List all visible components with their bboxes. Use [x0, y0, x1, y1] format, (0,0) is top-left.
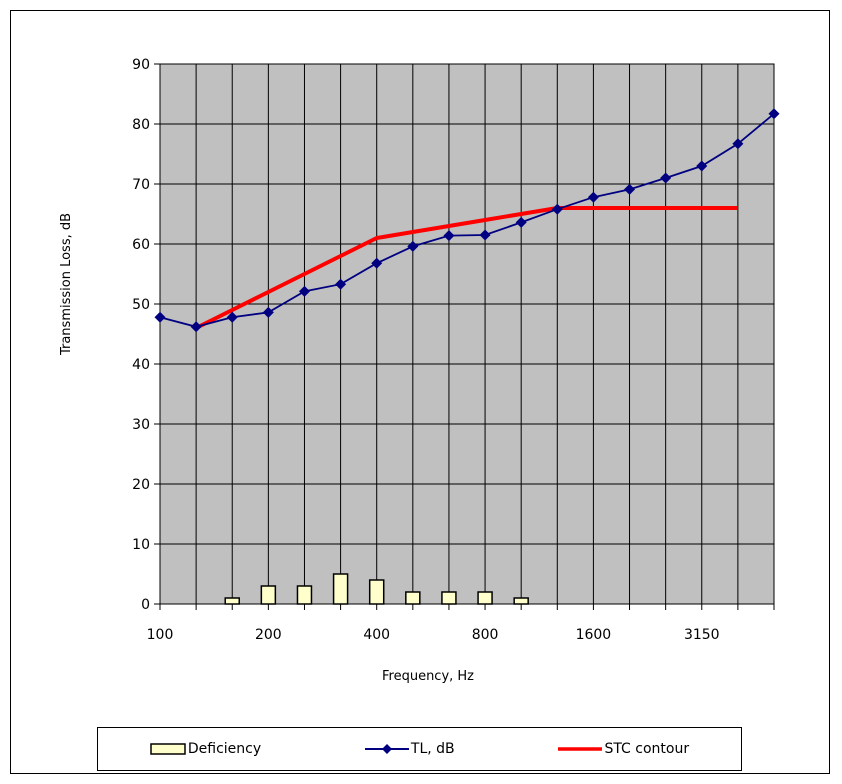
tl-point — [624, 183, 636, 195]
y-tick-label: 30 — [132, 417, 150, 433]
deficiency-bar — [260, 585, 277, 605]
tl-point — [226, 311, 238, 323]
legend-entry-stc: STC contour — [558, 741, 689, 757]
legend-label-deficiency: Deficiency — [187, 741, 262, 757]
tl-point — [696, 160, 708, 172]
x-tick-label: 200 — [255, 627, 282, 643]
deficiency-bar — [405, 591, 421, 605]
gridlines — [160, 64, 774, 604]
legend-swatch-stc — [558, 747, 603, 751]
y-tick-label: 80 — [132, 117, 150, 133]
tl-point — [587, 191, 599, 203]
x-tick-label: 100 — [147, 627, 174, 643]
tl-point — [551, 203, 563, 215]
y-tick-label: 20 — [132, 477, 150, 493]
tl-point — [190, 321, 202, 333]
tl-point — [660, 172, 672, 184]
legend: Deficiency TL, dB STC contour — [97, 727, 742, 771]
tl-point — [262, 306, 274, 318]
axes: 0 10 20 30 40 50 60 70 80 90 100 200 400 800 1600 3150 — [132, 57, 775, 643]
deficiency-bar — [513, 597, 529, 605]
x-axis-title: Frequency, Hz — [382, 669, 474, 684]
y-tick-label: 60 — [132, 237, 150, 253]
tl-point — [154, 311, 166, 323]
legend-label-stc: STC contour — [604, 741, 690, 757]
deficiency-bar — [224, 597, 240, 605]
x-tick-label: 400 — [363, 627, 390, 643]
tl-point — [371, 257, 383, 269]
tl-point — [407, 240, 419, 252]
y-tick-label: 40 — [132, 357, 150, 373]
tl-line — [159, 113, 775, 328]
x-tick-label: 1600 — [576, 627, 612, 643]
y-tick-label: 10 — [132, 537, 150, 553]
deficiency-bar — [332, 573, 349, 605]
deficiency-bar — [368, 579, 385, 605]
x-tick-label: 800 — [472, 627, 499, 643]
y-tick-label: 70 — [132, 177, 150, 193]
y-tick-label: 50 — [132, 297, 150, 313]
deficiency-bar — [477, 591, 493, 605]
stc-contour-series — [195, 206, 738, 330]
legend-label-tl: TL, dB — [410, 741, 455, 757]
legend-swatch-deficiency — [150, 743, 186, 755]
x-tick-label: 3150 — [684, 627, 720, 643]
tl-point — [768, 108, 780, 120]
tl-series — [154, 108, 780, 333]
tl-point — [335, 278, 347, 290]
y-tick-label: 0 — [141, 597, 150, 613]
tl-point — [298, 285, 310, 297]
tl-point — [443, 230, 455, 242]
tl-point — [479, 229, 491, 241]
legend-entry-tl: TL, dB — [364, 741, 455, 757]
legend-swatch-tl — [364, 744, 409, 754]
y-tick-label: 90 — [132, 57, 150, 73]
stc-contour-line — [195, 206, 738, 330]
deficiency-bar — [296, 585, 313, 605]
tl-point — [732, 138, 744, 150]
plot-area — [159, 63, 775, 605]
legend-entry-deficiency: Deficiency — [150, 741, 261, 757]
tl-point — [515, 216, 527, 228]
y-axis-title: Transmission Loss, dB — [59, 213, 74, 356]
deficiency-bar — [441, 591, 457, 605]
